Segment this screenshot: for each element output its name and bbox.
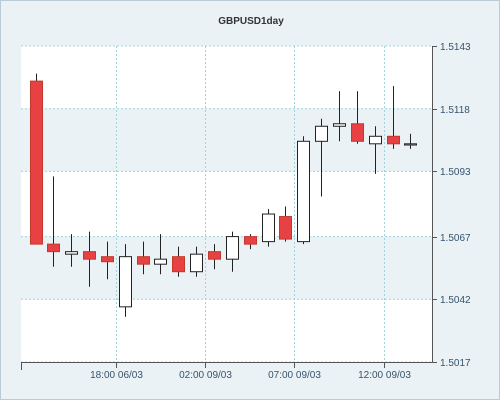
candle-body-bullish — [315, 125, 328, 142]
candle-body-bearish — [351, 123, 364, 142]
candle — [208, 244, 221, 270]
candle — [119, 244, 132, 317]
candle — [154, 234, 167, 275]
candle — [369, 126, 382, 174]
plot-band — [21, 46, 432, 109]
candle — [47, 176, 60, 267]
candle — [279, 206, 292, 242]
candle-body-bearish — [244, 236, 257, 245]
candle — [30, 73, 43, 245]
candle-body-bearish — [208, 251, 221, 260]
candle — [65, 234, 78, 267]
candle — [387, 86, 400, 149]
candle — [244, 234, 257, 250]
axis-labels: 1.5143 1.5118 1.5093 1.5067 1.5042 1.5017 18:0… — [90, 42, 471, 381]
candle — [137, 241, 150, 275]
candle — [297, 136, 310, 245]
candle — [190, 246, 203, 277]
y-tick-label: 1.5067 — [440, 233, 471, 244]
candle-body-bullish — [154, 258, 167, 265]
candle-body-bullish — [333, 123, 346, 127]
candle — [172, 246, 185, 277]
x-tick-label: 02:00 09/03 — [179, 370, 232, 381]
y-tick-label: 1.5118 — [440, 105, 470, 116]
candle — [83, 231, 96, 287]
candle — [404, 133, 417, 149]
candle — [351, 91, 364, 144]
candle — [101, 241, 114, 280]
candle-body-bearish — [30, 80, 43, 245]
candle-body-bearish — [47, 243, 60, 253]
plot-bands — [21, 46, 432, 362]
candle-body-bearish — [137, 256, 150, 265]
x-tick-label: 18:00 06/03 — [90, 370, 143, 381]
y-tick-label: 1.5017 — [440, 358, 471, 369]
candle — [333, 91, 346, 142]
candle-body-bullish — [369, 135, 382, 145]
candle-body-bearish — [83, 251, 96, 260]
candle-body-bullish — [297, 140, 310, 243]
candle-body-bullish — [65, 251, 78, 255]
axes — [21, 46, 437, 370]
chart-title: GBPUSD1day — [218, 16, 284, 27]
candles — [30, 73, 417, 317]
candle-body-bullish — [119, 256, 132, 308]
y-tick-label: 1.5143 — [440, 42, 471, 53]
candle-body-bearish — [172, 256, 185, 273]
candle — [315, 118, 328, 197]
candle-body-bearish — [101, 256, 114, 263]
candle-body-bullish — [226, 236, 239, 260]
plot-band — [21, 171, 432, 237]
candle-body-bearish — [279, 216, 292, 240]
candle-body-bullish — [404, 143, 417, 146]
y-tick-label: 1.5042 — [440, 295, 471, 306]
x-tick-label: 07:00 09/03 — [268, 370, 321, 381]
candle — [262, 209, 275, 247]
y-tick-label: 1.5093 — [440, 167, 471, 178]
x-tick-label: 12:00 09/03 — [358, 370, 411, 381]
candle — [226, 231, 239, 272]
candle-body-bullish — [190, 253, 203, 273]
candle-body-bullish — [262, 213, 275, 243]
plot-band — [21, 299, 432, 362]
candle-body-bearish — [387, 135, 400, 145]
